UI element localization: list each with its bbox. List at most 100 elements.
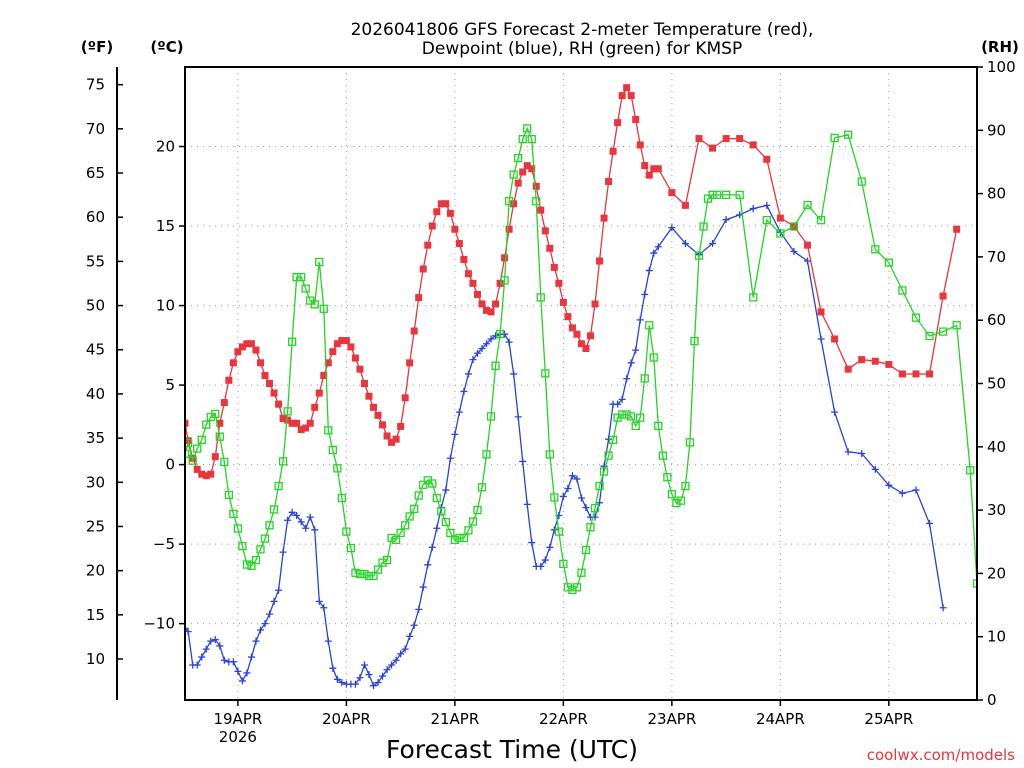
rh-point bbox=[789, 222, 799, 231]
rh-point bbox=[577, 568, 586, 577]
dewpoint-point bbox=[568, 472, 576, 480]
rh-point bbox=[410, 504, 419, 513]
dewpoint-point bbox=[564, 484, 572, 492]
rh-point bbox=[396, 528, 405, 538]
temperature-point bbox=[523, 162, 531, 170]
temperature-point bbox=[442, 200, 450, 208]
temperature-point bbox=[487, 308, 495, 316]
dewpoint-point bbox=[559, 492, 567, 500]
temperature-point bbox=[627, 92, 635, 100]
temperature-point bbox=[473, 290, 481, 298]
celsius-tick-label: 10 bbox=[156, 297, 175, 315]
dewpoint-point bbox=[844, 448, 852, 456]
dewpoint-point bbox=[211, 636, 219, 644]
temperature-point bbox=[279, 414, 287, 422]
temperature-point bbox=[329, 348, 337, 356]
temperature-point bbox=[614, 119, 622, 127]
rh-point bbox=[749, 293, 758, 302]
rh-point bbox=[491, 361, 500, 370]
temperature-point bbox=[198, 470, 206, 478]
temperature-point bbox=[817, 308, 825, 316]
temperature-point bbox=[546, 244, 554, 252]
chart-title-line-2: Dewpoint (blue), RH (green) for KMSP bbox=[422, 39, 742, 59]
dewpoint-point bbox=[722, 216, 730, 224]
rh-point bbox=[382, 555, 392, 565]
dewpoint-point bbox=[537, 562, 545, 570]
rh-point bbox=[391, 535, 401, 545]
dewpoint-point bbox=[401, 645, 409, 653]
rh-point bbox=[640, 374, 649, 383]
rh-point bbox=[197, 435, 206, 444]
rh-point bbox=[925, 331, 934, 341]
series-line bbox=[185, 126, 977, 591]
rh-point bbox=[229, 509, 238, 519]
temperature-point bbox=[392, 435, 400, 443]
fahrenheit-tick-label: 35 bbox=[86, 429, 105, 447]
dewpoint-point bbox=[487, 335, 495, 343]
rh-point bbox=[215, 432, 224, 441]
dewpoint-point bbox=[266, 610, 274, 618]
temperature-point bbox=[514, 179, 522, 187]
temperature-point bbox=[464, 270, 472, 278]
rh-point bbox=[514, 154, 523, 163]
rh-point bbox=[337, 493, 347, 503]
rh-point bbox=[432, 493, 441, 503]
temperature-point bbox=[433, 208, 441, 216]
series-2-meter-temperature bbox=[185, 84, 961, 480]
celsius-tick-label: −5 bbox=[153, 535, 175, 553]
dewpoint-point bbox=[596, 499, 604, 507]
rh-point bbox=[712, 190, 722, 200]
temperature-point bbox=[736, 135, 744, 143]
rh-point bbox=[247, 561, 256, 570]
rh-point bbox=[342, 527, 351, 536]
rh-point bbox=[952, 321, 961, 330]
temperature-point bbox=[577, 340, 585, 348]
temperature-point bbox=[519, 168, 527, 176]
temperature-point bbox=[202, 472, 210, 480]
rh-tick-label: 40 bbox=[987, 438, 1006, 456]
temperature-point bbox=[360, 380, 368, 387]
temperature-point bbox=[564, 313, 572, 321]
temperature-point bbox=[324, 359, 332, 367]
rh-point bbox=[310, 300, 319, 309]
rh-point bbox=[459, 533, 469, 543]
rh-point bbox=[518, 135, 527, 144]
rh-point bbox=[495, 329, 505, 339]
temperature-point bbox=[397, 422, 405, 430]
temperature-point bbox=[424, 241, 432, 249]
temperature-point bbox=[605, 178, 613, 186]
rh-point bbox=[242, 560, 252, 569]
temperature-point bbox=[501, 254, 509, 262]
dewpoint-point bbox=[433, 524, 441, 532]
fahrenheit-tick-label: 10 bbox=[86, 650, 105, 668]
dewpoint-point bbox=[302, 524, 310, 532]
temperature-point bbox=[207, 470, 215, 478]
dewpoint-point bbox=[492, 332, 500, 340]
rh-point bbox=[523, 124, 532, 133]
dewpoint-point bbox=[216, 642, 224, 650]
temperature-point bbox=[306, 419, 314, 427]
temperature-point bbox=[871, 357, 879, 365]
rh-tick-label: 80 bbox=[987, 185, 1006, 203]
dewpoint-point bbox=[365, 671, 373, 679]
series-dewpoint bbox=[185, 201, 947, 690]
temperature-point bbox=[532, 182, 540, 190]
rh-unit-label: (RH) bbox=[981, 38, 1019, 56]
temperature-point bbox=[220, 399, 228, 407]
dewpoint-point bbox=[446, 454, 454, 462]
temperature-point bbox=[243, 340, 251, 348]
dewpoint-point bbox=[636, 316, 644, 324]
rh-point bbox=[645, 321, 654, 330]
temperature-point bbox=[885, 360, 893, 368]
rh-point bbox=[202, 420, 211, 429]
temperature-point bbox=[650, 165, 658, 173]
temperature-point bbox=[311, 403, 319, 411]
dewpoint-point bbox=[383, 666, 391, 674]
rh-point bbox=[260, 534, 270, 543]
dewpoint-point bbox=[270, 597, 278, 605]
rh-point bbox=[708, 190, 717, 200]
dewpoint-point bbox=[329, 664, 337, 672]
rh-tick-label: 10 bbox=[987, 628, 1006, 646]
temperature-point bbox=[763, 155, 771, 163]
rh-point bbox=[369, 571, 378, 581]
